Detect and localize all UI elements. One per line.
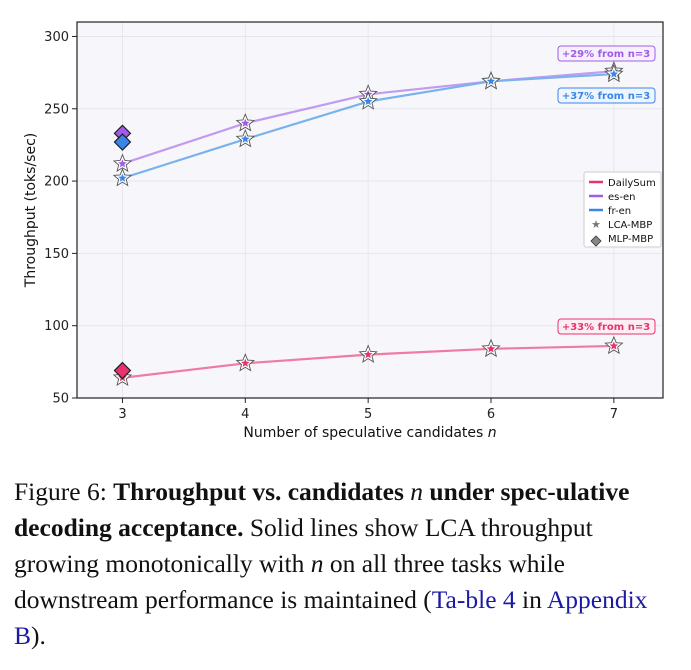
x-tick-label: 5	[364, 407, 372, 422]
legend-box	[583, 171, 662, 248]
y-tick-label: 50	[52, 392, 69, 407]
caption-text-c: in	[515, 585, 547, 614]
throughput-chart: 50 100 150 200 250 300 3 4 5 6 7 Number of specula…	[23, 21, 664, 441]
caption-title-var: n	[410, 477, 424, 506]
appendix-b-link[interactable]: Appendix B	[14, 585, 648, 650]
plot-frame	[76, 21, 664, 399]
lca-star-core-fr-en	[118, 173, 127, 182]
annotation-text: +33% from n=3	[562, 322, 650, 333]
annotation-box	[557, 87, 656, 104]
lca-star-core-fr-en	[241, 134, 250, 143]
lca-star-core-dailysum	[363, 350, 373, 359]
annotation-box	[557, 318, 656, 335]
y-tick-label: 250	[44, 102, 69, 117]
caption-label: Figure 6:	[14, 477, 114, 506]
table-4-link[interactable]: Ta-	[431, 585, 466, 614]
table-4-link-cont[interactable]: ble 4	[465, 585, 516, 614]
star-icon: ★	[591, 218, 601, 231]
caption-text-a: Solid lines show LCA throughput growing …	[14, 513, 593, 578]
lca-star-core-es-en	[241, 118, 250, 127]
lca-star-core-dailysum	[609, 341, 619, 350]
chart-svg: 50 100 150 200 250 300 3 4 5 6 7 Number of specula…	[23, 21, 664, 441]
lca-star-core-dailysum	[486, 344, 496, 353]
y-tick-label: 200	[44, 175, 69, 190]
y-tick-label: 150	[44, 247, 69, 262]
lca-star-core-dailysum	[241, 358, 250, 367]
legend-label-fr-en: fr-en	[608, 206, 631, 217]
grid-layer	[77, 22, 663, 399]
annotation-es-en: +29% from n=3	[557, 45, 656, 62]
lca-star-core-fr-en	[486, 76, 496, 85]
x-axis-label: Number of speculative candidates n	[243, 425, 496, 441]
lca-star-core-es-en	[118, 159, 127, 168]
caption-title-c: ulative decoding acceptance.	[14, 477, 630, 542]
annotation-dailysum: +33% from n=3	[557, 318, 656, 335]
legend-label-lca-mbp: LCA-MBP	[608, 220, 652, 231]
annotation-text: +29% from n=3	[562, 49, 650, 60]
x-tick-label: 3	[118, 407, 126, 422]
lca-star-core-fr-en	[609, 69, 619, 78]
mlp-diamond-dailysum	[113, 361, 132, 380]
figure-caption: Figure 6: Throughput vs. candidates n un…	[14, 474, 679, 654]
annotation-box	[557, 45, 656, 62]
mlp-diamond-fr-en	[113, 133, 132, 151]
caption-text-var: n	[310, 549, 324, 578]
caption-title-a: Throughput vs. candidates	[113, 477, 411, 506]
x-tick-label: 4	[241, 407, 249, 422]
x-tick-label: 6	[487, 407, 495, 422]
legend-label-mlp-mbp: MLP-MBP	[608, 234, 653, 245]
plot-background	[77, 22, 663, 398]
annotation-fr-en: +37% from n=3	[557, 87, 656, 104]
legend: DailySum es-en fr-en ★ LCA-MBP MLP-MBP	[583, 171, 662, 248]
caption-title-b: under spec-	[423, 477, 556, 506]
caption-text-b: on all three tasks while downstream perf…	[14, 549, 565, 614]
y-axis-label: Throughput (toks/sec)	[23, 133, 39, 288]
x-tick-label: 7	[610, 407, 618, 422]
annotation-text: +37% from n=3	[562, 91, 650, 102]
diamond-icon	[590, 235, 602, 247]
series-markers	[112, 60, 624, 386]
y-tick-label: 300	[44, 30, 69, 45]
legend-label-dailysum: DailySum	[608, 178, 656, 189]
caption-text-d: ).	[31, 621, 46, 650]
lca-star-core-fr-en	[363, 97, 373, 106]
y-tick-label: 100	[44, 319, 69, 334]
legend-label-es-en: es-en	[608, 192, 635, 203]
axis-ticks: 50 100 150 200 250 300 3 4 5 6 7	[44, 30, 618, 422]
